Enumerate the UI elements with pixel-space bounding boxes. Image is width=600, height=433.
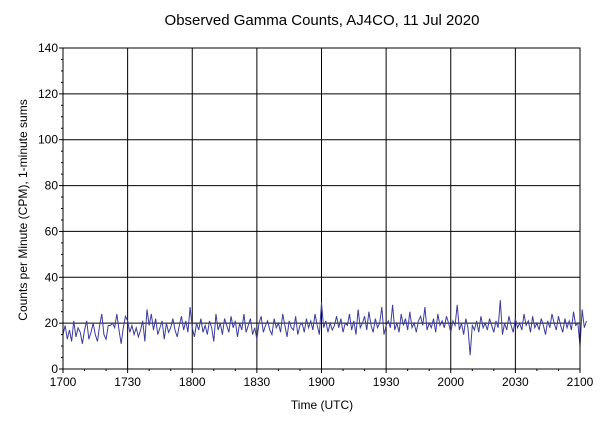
grid-lines [63, 48, 580, 369]
x-axis: 1700 1730 1800 1830 1900 1930 2000 2030 2100 [50, 369, 594, 389]
x-tick-label: 2030 [502, 375, 529, 389]
y-axis: 0 20 40 60 80 100 120 140 [38, 41, 63, 376]
x-tick-label: 1900 [308, 375, 335, 389]
y-tick-label: 120 [38, 87, 58, 101]
x-axis-label: Time (UTC) [291, 398, 353, 412]
x-tick-label: 1700 [50, 375, 77, 389]
chart-title: Observed Gamma Counts, AJ4CO, 11 Jul 202… [165, 12, 480, 29]
y-tick-label: 100 [38, 133, 58, 147]
x-tick-label: 1830 [244, 375, 271, 389]
x-tick-label: 1730 [114, 375, 141, 389]
plot-frame [62, 47, 581, 370]
y-tick-label: 60 [45, 224, 59, 238]
y-axis-label: Counts per Minute (CPM), 1-minute sums [16, 99, 30, 320]
y-tick-label: 40 [45, 270, 59, 284]
x-tick-label: 2100 [567, 375, 594, 389]
x-tick-label: 1930 [373, 375, 400, 389]
y-tick-label: 80 [45, 179, 59, 193]
y-tick-label: 0 [51, 362, 58, 376]
x-tick-label: 2000 [437, 375, 464, 389]
y-tick-label: 20 [45, 316, 59, 330]
y-tick-label: 140 [38, 41, 58, 55]
x-tick-label: 1800 [179, 375, 206, 389]
series-line [62, 300, 587, 356]
